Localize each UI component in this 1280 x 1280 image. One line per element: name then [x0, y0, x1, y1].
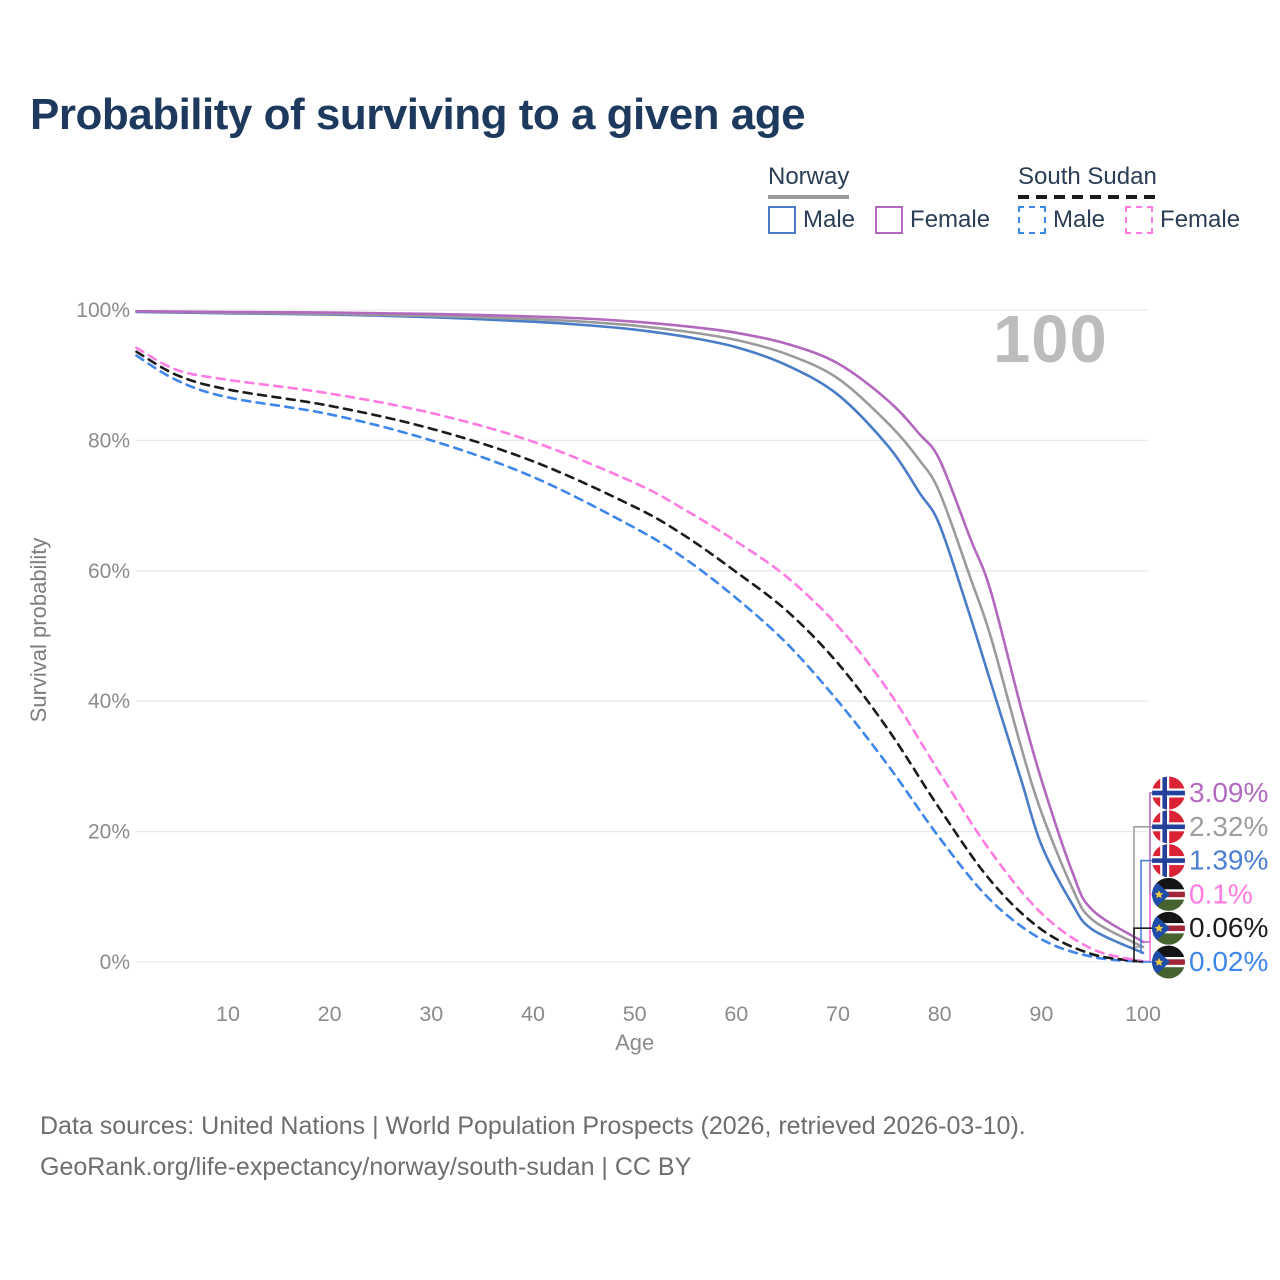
- x-tick-label: 50: [623, 1002, 647, 1026]
- x-tick-label: 30: [419, 1002, 443, 1026]
- norway-flag-icon: [1152, 810, 1185, 843]
- south-sudan-flag-icon: [1152, 946, 1185, 979]
- south-sudan-flag-icon: [1152, 912, 1185, 945]
- legend-group-south-sudan: South Sudan Male Female: [1018, 163, 1240, 234]
- legend-checkbox-norway-female[interactable]: [875, 206, 904, 234]
- legend-checkbox-south-sudan-female[interactable]: [1125, 206, 1154, 234]
- y-tick-label: 0%: [100, 951, 130, 974]
- legend-checkbox-south-sudan-male[interactable]: [1018, 206, 1046, 234]
- legend-group-norway-header: Norway: [768, 163, 850, 199]
- legend-label-south-sudan-male: Male: [1053, 206, 1106, 233]
- end-label-connector-norway-total: [1133, 826, 1152, 948]
- end-label-value-norway-female: 3.09%: [1189, 777, 1268, 808]
- x-tick-label: 10: [216, 1002, 240, 1026]
- legend-label-norway-female: Female: [910, 206, 991, 233]
- y-tick-label: 100%: [76, 299, 130, 322]
- footer: Data sources: United Nations | World Pop…: [40, 1106, 1026, 1188]
- end-label-value-norway-male: 1.39%: [1189, 845, 1268, 876]
- survival-curve-norway-total: [135, 310, 1145, 949]
- survival-curve-norway-female: [135, 310, 1145, 944]
- legend-group-south-sudan-title: South Sudan: [1018, 163, 1157, 190]
- y-axis-title: Survival probability: [26, 538, 51, 723]
- south-sudan-flag-icon: [1152, 878, 1185, 911]
- end-label-value-south-sudan-female: 0.1%: [1189, 878, 1253, 909]
- legend-item-south-sudan-male[interactable]: Male: [1018, 206, 1105, 234]
- end-label-connector-norway-female: [1143, 792, 1152, 943]
- y-tick-label: 40%: [88, 690, 130, 713]
- norway-solid-line-sample: [768, 195, 850, 199]
- plot-area[interactable]: [136, 310, 1148, 962]
- norway-flag-icon: [1152, 844, 1185, 877]
- footer-attribution: GeoRank.org/life-expectancy/norway/south…: [40, 1153, 692, 1181]
- y-tick-label: 60%: [88, 560, 130, 583]
- x-tick-label: 90: [1029, 1002, 1053, 1026]
- legend-label-south-sudan-female: Female: [1160, 206, 1241, 233]
- y-tick-label: 20%: [88, 821, 130, 844]
- x-tick-label: 60: [724, 1002, 748, 1026]
- end-label-connector-norway-male: [1140, 859, 1152, 954]
- legend-item-norway-female[interactable]: Female: [875, 206, 990, 234]
- norway-flag-icon: [1152, 777, 1185, 810]
- y-tick-label: 80%: [88, 429, 130, 452]
- survival-curve-south-sudan-total: [135, 350, 1145, 963]
- page-title: Probability of surviving to a given age: [30, 90, 806, 139]
- legend-item-south-sudan-female[interactable]: Female: [1125, 206, 1240, 234]
- footer-data-sources: Data sources: United Nations | World Pop…: [40, 1112, 1026, 1140]
- x-axis-title: Age: [615, 1030, 654, 1055]
- survival-curve-south-sudan-male: [135, 354, 1145, 964]
- end-label-connector-south-sudan-total: [1133, 927, 1152, 963]
- south-sudan-dashed-line-sample: [1018, 195, 1157, 199]
- legend-checkbox-norway-male[interactable]: [768, 206, 796, 234]
- legend-group-norway-title: Norway: [768, 163, 850, 190]
- x-tick-label: 40: [521, 1002, 545, 1026]
- end-label-value-south-sudan-total: 0.06%: [1189, 912, 1268, 943]
- legend-item-norway-male[interactable]: Male: [768, 206, 855, 234]
- legend-group-norway: Norway Male Female: [768, 163, 990, 234]
- x-tick-label: 70: [826, 1002, 850, 1026]
- end-label-value-south-sudan-male: 0.02%: [1189, 946, 1268, 977]
- end-label-value-norway-total: 2.32%: [1189, 811, 1268, 842]
- legend-group-south-sudan-header: South Sudan: [1018, 163, 1157, 199]
- x-tick-label: 100: [1125, 1002, 1161, 1026]
- survival-curve-south-sudan-female: [135, 346, 1145, 963]
- x-tick-label: 20: [318, 1002, 342, 1026]
- legend-label-norway-male: Male: [803, 206, 856, 233]
- x-tick-label: 80: [928, 1002, 952, 1026]
